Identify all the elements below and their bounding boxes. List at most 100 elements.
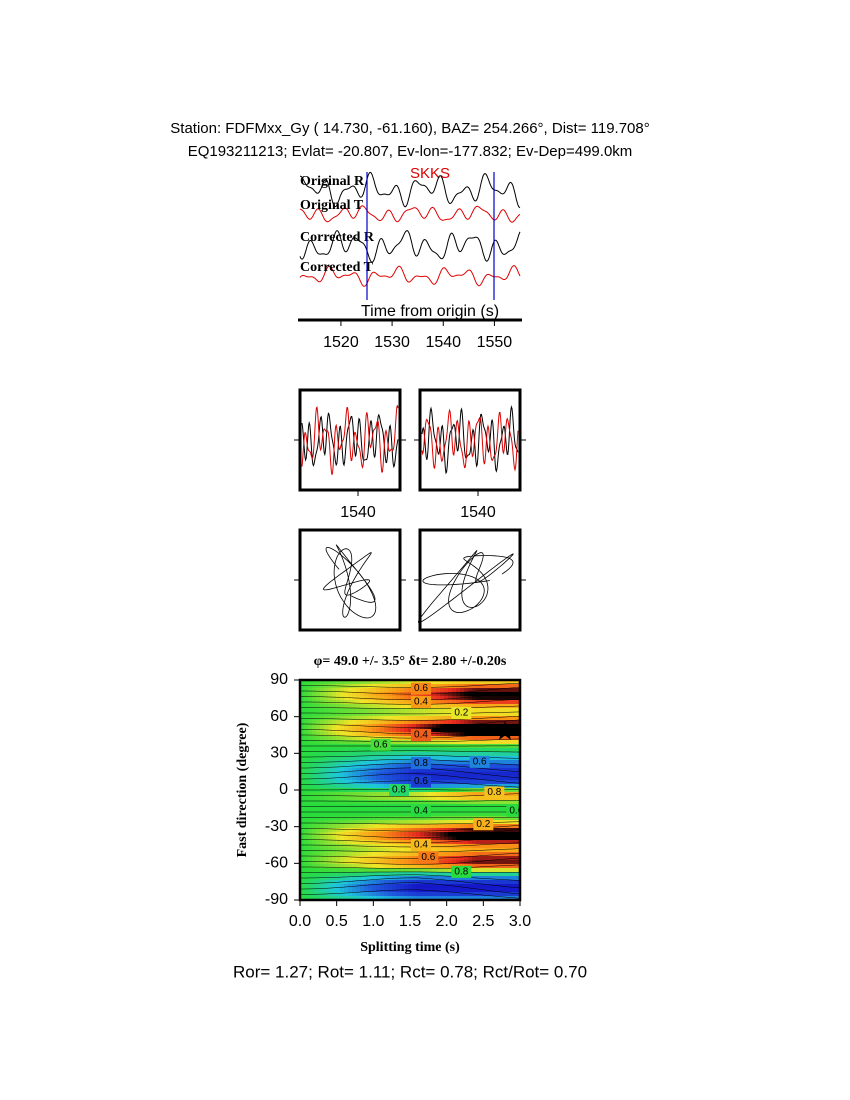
cell [372,768,377,773]
cell [384,864,389,869]
cell [324,864,329,869]
cell [496,816,501,821]
cell [308,820,313,825]
cell [396,704,401,709]
cell [432,828,437,833]
cell [408,712,413,717]
cell [384,716,389,721]
cell [332,776,337,781]
cell [396,884,401,889]
cell [388,864,393,869]
cell [512,716,517,721]
cell [304,740,309,745]
cell [344,728,349,733]
cell [312,880,317,885]
cell [476,700,481,705]
cell [492,716,497,721]
cell [444,740,449,745]
cell [380,860,385,865]
cell [460,816,465,821]
cell [488,764,493,769]
cell [452,880,457,885]
cell [496,720,501,725]
cell [480,780,485,785]
cell [412,792,417,797]
cell [332,748,337,753]
cell [412,892,417,897]
cell [444,876,449,881]
cell [356,844,361,849]
cell [324,812,329,817]
cell [384,812,389,817]
cell [312,852,317,857]
cell [424,864,429,869]
cell [488,868,493,873]
cell [508,880,513,885]
cell [392,696,397,701]
cell [508,788,513,793]
cell [504,880,509,885]
cell [404,680,409,685]
cell [496,888,501,893]
cell [332,896,337,900]
cell [420,724,425,729]
cell [488,784,493,789]
cell [452,680,457,685]
cell [360,792,365,797]
cell [404,724,409,729]
contour-label: 0.6 [421,852,435,863]
cell [484,800,489,805]
cell [460,720,465,725]
cell [352,824,357,829]
cell [372,796,377,801]
cell [304,880,309,885]
cell [372,848,377,853]
cell [448,876,453,881]
cell [452,776,457,781]
cell [496,780,501,785]
cell [388,884,393,889]
cell [316,704,321,709]
cell [444,724,449,729]
cell [356,760,361,765]
cell [404,704,409,709]
cell [460,740,465,745]
cell [504,800,509,805]
cell [356,728,361,733]
cell [324,852,329,857]
cell [348,756,353,761]
cell [420,720,425,725]
cell [436,796,441,801]
cell [312,824,317,829]
cell [328,876,333,881]
cell [440,696,445,701]
cell [408,860,413,865]
cell [348,692,353,697]
cell [492,896,497,900]
cell [324,836,329,841]
cell [492,736,497,741]
cell [316,688,321,693]
cell [348,724,353,729]
cell [392,716,397,721]
cell [360,880,365,885]
cell [500,824,505,829]
cell [380,800,385,805]
cell [516,824,520,829]
cell [348,696,353,701]
cell [348,768,353,773]
cell [312,796,317,801]
cell [320,848,325,853]
cell [404,812,409,817]
cell [348,712,353,717]
cell [404,708,409,713]
cell [444,728,449,733]
cell [496,680,501,685]
cell [508,896,513,900]
cell [432,716,437,721]
cell [412,868,417,873]
cell [408,824,413,829]
cell [376,848,381,853]
cell [408,820,413,825]
cell [384,756,389,761]
